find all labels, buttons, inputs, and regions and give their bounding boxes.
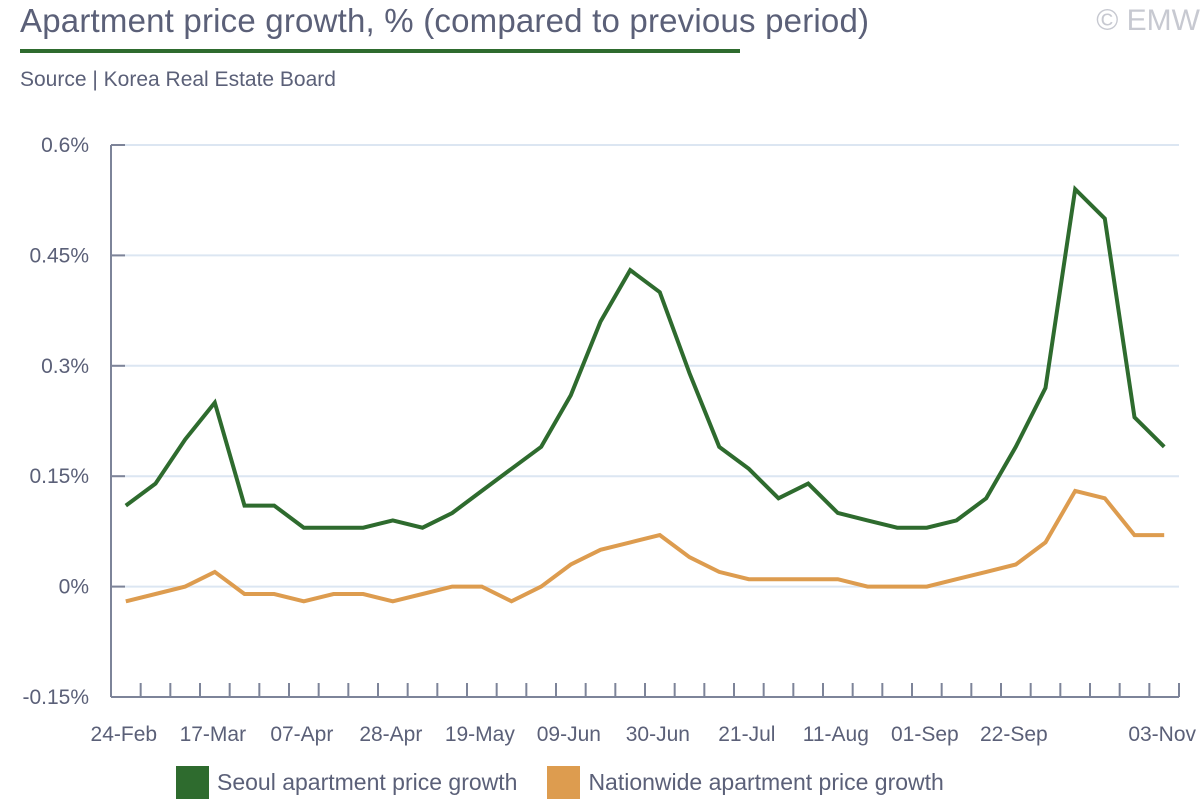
y-tick-label: 0%	[59, 576, 89, 599]
y-axis-ticks: -0.15% 0% 0.15% 0.3% 0.45% 0.6%	[22, 134, 125, 709]
seoul-series-line	[124, 184, 1166, 530]
x-tick-label: 03-Nov	[1128, 723, 1196, 746]
y-tick-label: -0.15%	[22, 686, 89, 709]
x-tick-label: 22-Sep	[980, 723, 1048, 746]
legend-swatch-seoul	[176, 766, 209, 799]
legend-label-nationwide: Nationwide apartment price growth	[588, 769, 944, 795]
title-underline	[20, 49, 740, 53]
x-tick-label: 09-Jun	[537, 723, 601, 746]
copyright-label: © EMW	[1096, 4, 1200, 37]
axes	[110, 145, 1179, 698]
y-tick-label: 0.15%	[29, 465, 89, 488]
x-tick-label: 01-Sep	[891, 723, 959, 746]
legend: Seoul apartment price growth Nationwide …	[176, 766, 974, 799]
x-tick-label: 11-Aug	[803, 723, 869, 746]
x-tick-label: 17-Mar	[180, 723, 247, 746]
y-tick-label: 0.6%	[41, 134, 89, 157]
nationwide-series-line	[125, 488, 1165, 604]
legend-swatch-nationwide	[547, 766, 581, 799]
legend-item-nationwide[interactable]: Nationwide apartment price growth	[547, 766, 944, 799]
legend-item-seoul[interactable]: Seoul apartment price growth	[176, 766, 517, 799]
legend-label-seoul: Seoul apartment price growth	[217, 769, 518, 795]
chart-title: Apartment price growth, % (compared to p…	[20, 2, 870, 39]
source-label: Source | Korea Real Estate Board	[20, 68, 336, 91]
x-tick-label: 19-May	[445, 723, 516, 746]
y-tick-label: 0.45%	[29, 244, 89, 267]
series-lines	[124, 184, 1166, 604]
y-tick-label: 0.3%	[41, 355, 89, 378]
x-axis-ticks: 24-Feb 17-Mar 07-Apr 28-Apr 19-May 09-Jun 30-J…	[91, 683, 1197, 746]
x-tick-label: 21-Jul	[718, 723, 775, 746]
x-tick-label: 07-Apr	[270, 723, 333, 746]
x-tick-label: 28-Apr	[359, 723, 422, 746]
x-tick-label: 30-Jun	[626, 723, 690, 746]
gridlines	[111, 144, 1179, 588]
x-tick-label: 24-Feb	[91, 723, 158, 746]
